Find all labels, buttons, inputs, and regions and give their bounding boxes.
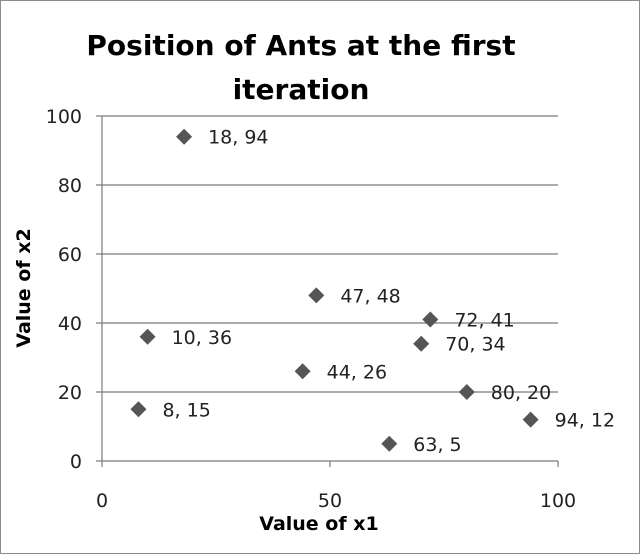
x-axis-label: Value of x1: [259, 513, 378, 535]
data-label: 8, 15: [162, 399, 210, 421]
chart-title-line-1: Position of Ants at the first: [86, 29, 515, 62]
y-tick-label: 40: [58, 313, 82, 335]
data-point: [130, 401, 147, 418]
data-point: [422, 311, 439, 328]
data-label: 94, 12: [555, 410, 615, 432]
gridlines: [102, 115, 558, 393]
data-point: [381, 435, 398, 452]
data-point: [139, 328, 156, 345]
y-tick-label: 80: [58, 175, 82, 197]
data-label: 63, 5: [413, 434, 461, 456]
x-tick-label: 50: [318, 490, 342, 512]
axes: [96, 115, 559, 467]
data-point: [413, 335, 430, 352]
y-tick-labels: 0 20 40 60 80 100: [46, 106, 82, 473]
data-label: 72, 41: [454, 310, 514, 332]
data-label: 44, 26: [327, 361, 387, 383]
y-tick-label: 0: [70, 451, 82, 473]
data-points: [130, 128, 539, 452]
data-label: 18, 94: [208, 127, 268, 149]
data-label: 47, 48: [340, 285, 400, 307]
y-tick-label: 100: [46, 106, 82, 128]
x-tick-label: 0: [96, 490, 108, 512]
x-tick-labels: 0 50 100: [96, 490, 576, 512]
y-axis-label: Value of x2: [13, 228, 35, 347]
y-tick-label: 20: [58, 382, 82, 404]
y-tick-label: 60: [58, 244, 82, 266]
data-labels: 18, 94 47, 48 72, 41 10, 36 70, 34 44, 26 80, …: [162, 127, 615, 456]
data-point: [522, 411, 539, 428]
data-label: 70, 34: [445, 334, 505, 356]
x-tick-label: 100: [540, 490, 576, 512]
data-point: [308, 287, 325, 304]
data-label: 10, 36: [172, 327, 232, 349]
data-point: [294, 363, 311, 380]
data-label: 80, 20: [491, 382, 551, 404]
data-point: [458, 384, 475, 400]
chart-title-line-2: iteration: [233, 73, 370, 106]
data-point: [176, 128, 193, 145]
